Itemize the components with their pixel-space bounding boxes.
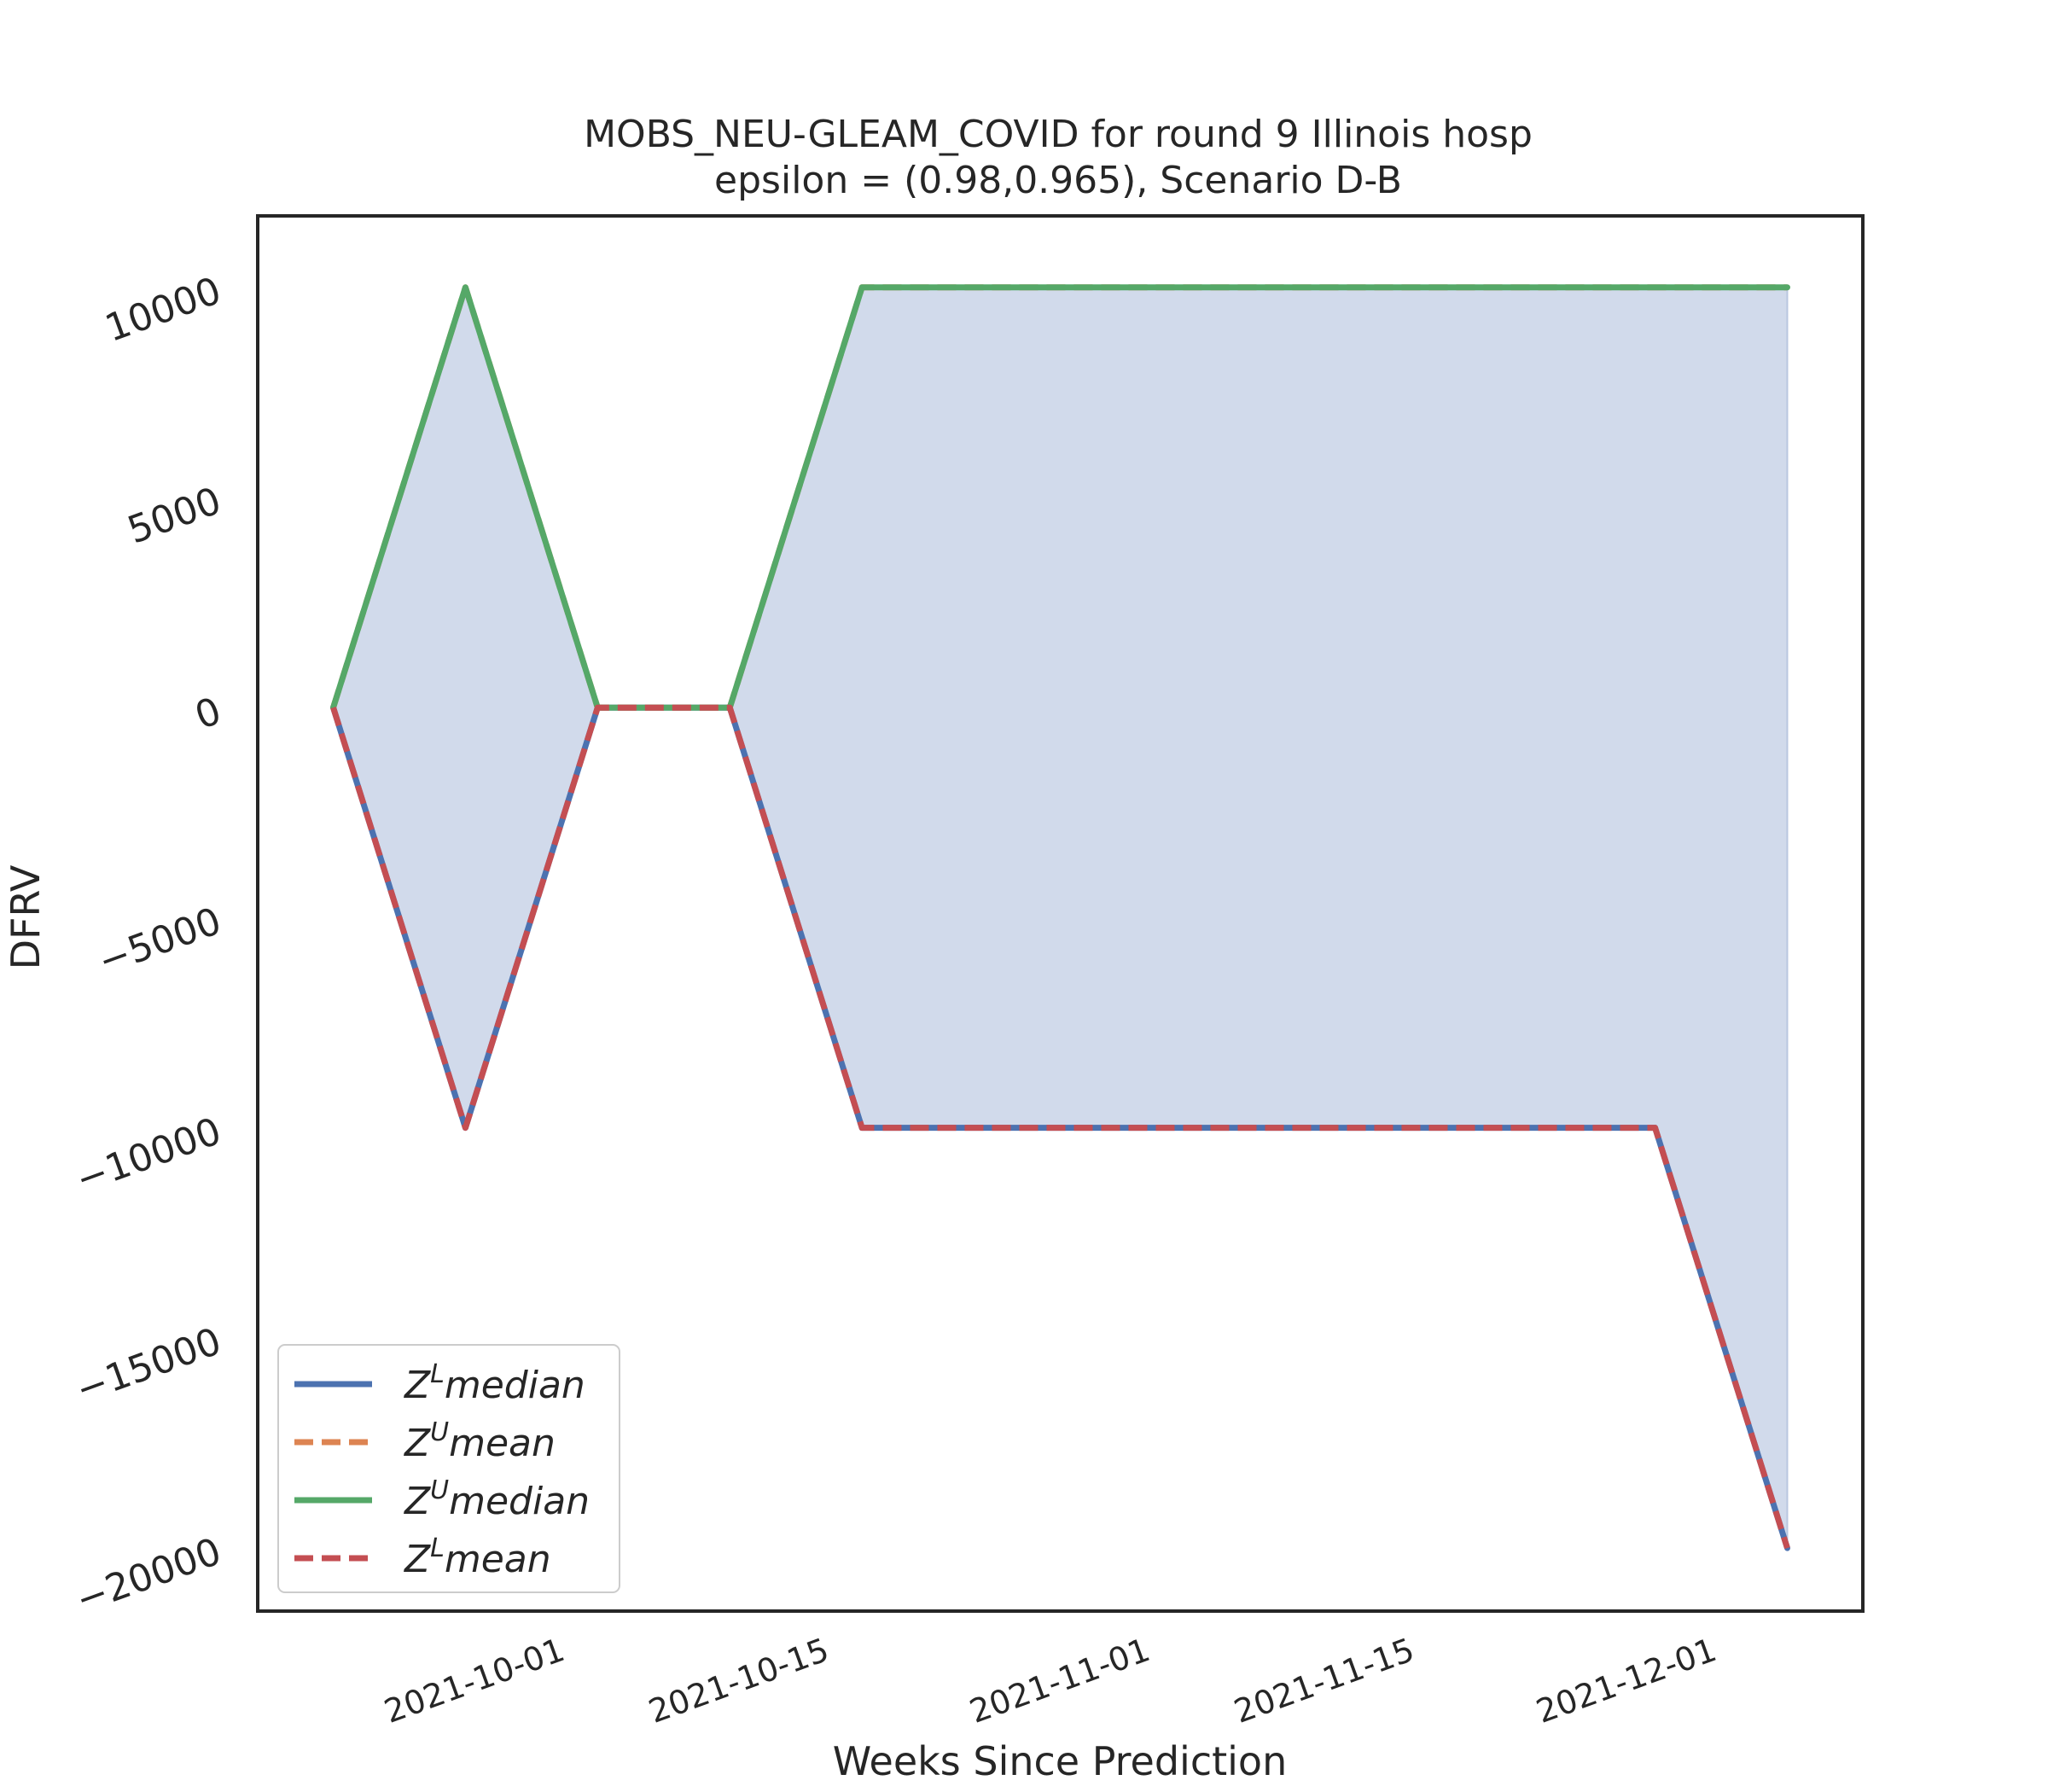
y-axis-ticks: 10000 5000 0 −5000 −10000 −15000 −20000 [70, 269, 227, 1622]
y-axis-label: DFRV [3, 864, 49, 969]
y-tick-label: −10000 [70, 1109, 227, 1201]
chart-subtitle: epsilon = (0.98,0.965), Scenario D-B [714, 159, 1402, 202]
legend-item: ZLmedian [294, 1359, 585, 1407]
y-tick-label: 5000 [122, 479, 227, 552]
chart-title: MOBS_NEU-GLEAM_COVID for round 9 Illinoi… [584, 113, 1533, 156]
y-tick-label: −5000 [92, 899, 226, 984]
legend-label: ZLmean [404, 1533, 551, 1581]
x-axis-ticks: 2021-10-01 2021-10-15 2021-11-01 2021-11-15… [380, 1631, 1721, 1731]
y-tick-label: 0 [189, 689, 227, 739]
x-tick-label: 2021-10-01 [380, 1631, 570, 1731]
legend-label: ZLmedian [404, 1359, 585, 1407]
legend-item: ZLmean [294, 1533, 551, 1581]
legend-box [277, 1344, 620, 1593]
legend: ZLmedian ZUmean ZUmedian ZLmean [277, 1344, 620, 1593]
legend-item: ZUmedian [294, 1475, 590, 1523]
x-tick-label: 2021-11-15 [1229, 1631, 1419, 1731]
legend-item: ZUmean [294, 1417, 556, 1465]
plot-area [256, 214, 1865, 1613]
series-z-l-mean [330, 704, 1790, 1550]
series-lines [330, 284, 1790, 1551]
series-line [330, 284, 1790, 711]
x-tick-label: 2021-11-01 [965, 1631, 1155, 1731]
plot-frame [256, 214, 1865, 1613]
x-tick-label: 2021-12-01 [1531, 1631, 1721, 1731]
y-tick-label: −15000 [70, 1319, 227, 1411]
y-tick-label: −20000 [70, 1530, 227, 1622]
y-tick-label: 10000 [100, 269, 227, 351]
x-axis-label: Weeks Since Prediction [833, 1738, 1287, 1784]
x-tick-label: 2021-10-15 [643, 1631, 834, 1731]
legend-label: ZUmean [404, 1417, 556, 1465]
series-line [330, 704, 1790, 1550]
legend-label: ZUmedian [404, 1475, 590, 1523]
